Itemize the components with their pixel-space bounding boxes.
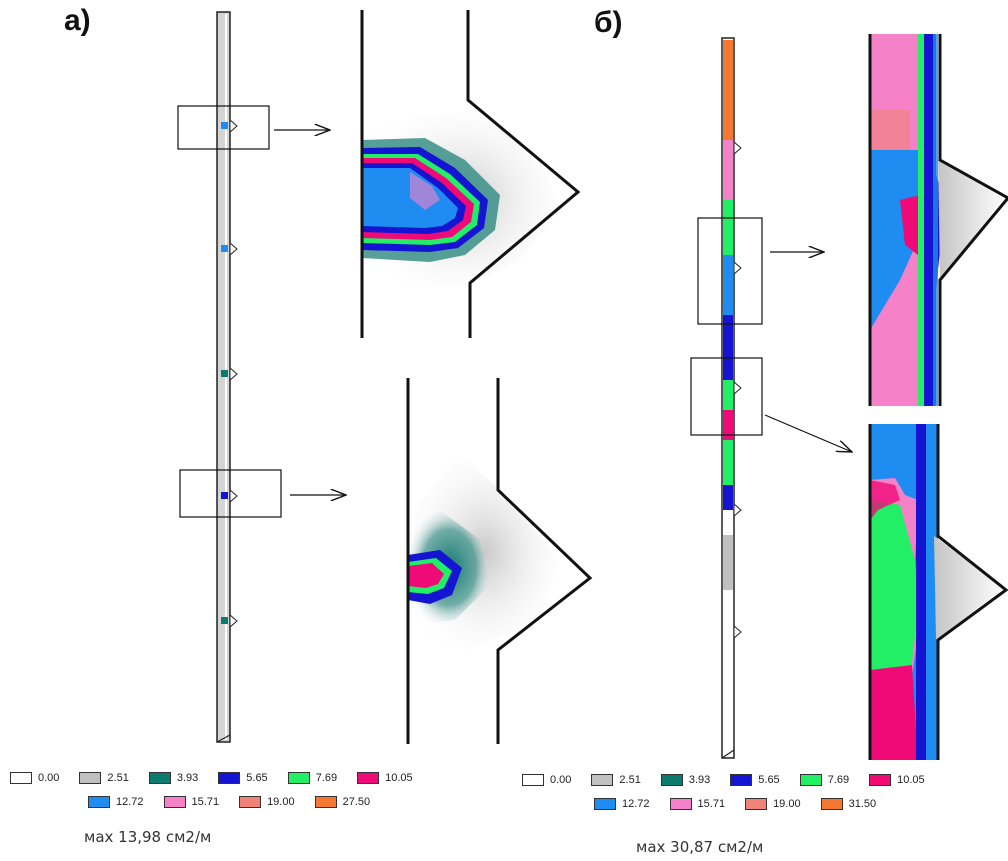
legend-swatch bbox=[88, 796, 110, 808]
legend-value: 10.05 bbox=[385, 772, 413, 784]
legend-value: 2.51 bbox=[107, 772, 129, 784]
legend-item: 12.72 bbox=[88, 796, 144, 808]
legend-item: 19.00 bbox=[745, 798, 801, 810]
zoom-arrow-b2 bbox=[764, 414, 852, 452]
zoom-box-b1 bbox=[697, 217, 763, 325]
zoom-detail-b2 bbox=[868, 424, 1008, 760]
zoom-detail-a1 bbox=[360, 10, 581, 338]
zoom-box-a2 bbox=[179, 469, 282, 518]
legend-swatch bbox=[799, 774, 822, 786]
legend-swatch bbox=[218, 772, 241, 784]
legend-b-row: 0.00 2.51 3.93 5.65 7.69 10.05 bbox=[522, 768, 945, 792]
zoom-box-b2 bbox=[690, 357, 763, 436]
legend-value: 31.50 bbox=[848, 798, 877, 810]
pipe-a-defects bbox=[221, 118, 238, 629]
legend-swatch bbox=[239, 796, 262, 808]
legend-value: 19.00 bbox=[773, 798, 801, 810]
legend-swatch bbox=[869, 774, 892, 786]
legend-item: 15.71 bbox=[163, 796, 220, 808]
legend-item: 10.05 bbox=[357, 772, 413, 784]
legend-value: 10.05 bbox=[897, 774, 925, 786]
legend-swatch bbox=[669, 798, 692, 810]
legend-swatch bbox=[820, 798, 843, 810]
legend-item: 15.71 bbox=[669, 798, 726, 810]
legend-item: 7.69 bbox=[287, 772, 338, 784]
legend-swatch bbox=[730, 774, 753, 786]
legend-item: 19.00 bbox=[239, 796, 295, 808]
legend-value: 15.71 bbox=[697, 798, 726, 810]
legend-swatch bbox=[591, 774, 614, 786]
legend-item: 5.65 bbox=[730, 774, 780, 786]
legend-swatch bbox=[522, 774, 544, 786]
panel-b bbox=[690, 34, 1008, 760]
legend-b-row: 12.72 15.71 19.00 31.50 bbox=[522, 792, 945, 816]
legend-value: 12.72 bbox=[622, 798, 650, 810]
panel-b-label: б) bbox=[594, 6, 623, 39]
legend-swatch bbox=[10, 772, 32, 784]
legend-value: 12.72 bbox=[116, 796, 144, 808]
panel-a bbox=[177, 10, 593, 744]
max-note-b: мах 30,87 см2/м bbox=[636, 838, 764, 856]
zoom-detail-b1 bbox=[868, 34, 1008, 406]
legend-value: 15.71 bbox=[191, 796, 220, 808]
legend-swatch bbox=[314, 796, 337, 808]
legend-value: 0.00 bbox=[550, 774, 572, 786]
pipe-b bbox=[721, 37, 742, 759]
legend-swatch bbox=[357, 772, 380, 784]
legend-swatch bbox=[594, 798, 616, 810]
legend-item: 12.72 bbox=[594, 798, 650, 810]
legend-item: 2.51 bbox=[79, 772, 129, 784]
legend-value: 19.00 bbox=[267, 796, 295, 808]
legend-item: 31.50 bbox=[820, 798, 877, 810]
max-note-a: мах 13,98 см2/м bbox=[84, 828, 212, 846]
legend-swatch bbox=[148, 772, 171, 784]
legend-item: 3.93 bbox=[148, 772, 199, 784]
legend-item: 2.51 bbox=[591, 774, 641, 786]
zoom-detail-a2 bbox=[406, 378, 593, 744]
zoom-box-a1 bbox=[177, 105, 270, 150]
legend-value: 7.69 bbox=[827, 774, 850, 786]
legend-value: 3.93 bbox=[176, 772, 199, 784]
legend-value: 27.50 bbox=[342, 796, 371, 808]
legend-value: 3.93 bbox=[688, 774, 711, 786]
legend-item: 0.00 bbox=[522, 774, 571, 786]
legend-swatch bbox=[79, 772, 102, 784]
legend-swatch bbox=[745, 798, 768, 810]
legend-item: 27.50 bbox=[314, 796, 371, 808]
legend-swatch bbox=[660, 774, 683, 786]
legend-swatch bbox=[287, 772, 310, 784]
legend-a-row: 0.00 2.51 3.93 5.65 7.69 10.05 bbox=[10, 766, 433, 790]
legend-item: 7.69 bbox=[799, 774, 850, 786]
panel-a-label: а) bbox=[64, 4, 91, 37]
legend-value: 5.65 bbox=[246, 772, 268, 784]
legend-value: 0.00 bbox=[38, 772, 60, 784]
legend-value: 7.69 bbox=[315, 772, 338, 784]
legend-a-row: 12.72 15.71 19.00 27.50 bbox=[10, 790, 433, 814]
legend-value: 2.51 bbox=[619, 774, 641, 786]
legend-b: 0.00 2.51 3.93 5.65 7.69 10.05 12.72 15.71 19.0… bbox=[522, 768, 945, 816]
legend-a: 0.00 2.51 3.93 5.65 7.69 10.05 12.72 15.71 19.0… bbox=[10, 766, 433, 814]
legend-item: 0.00 bbox=[10, 772, 59, 784]
legend-value: 5.65 bbox=[758, 774, 780, 786]
legend-swatch bbox=[163, 796, 186, 808]
legend-item: 3.93 bbox=[660, 774, 711, 786]
legend-item: 10.05 bbox=[869, 774, 925, 786]
legend-item: 5.65 bbox=[218, 772, 268, 784]
